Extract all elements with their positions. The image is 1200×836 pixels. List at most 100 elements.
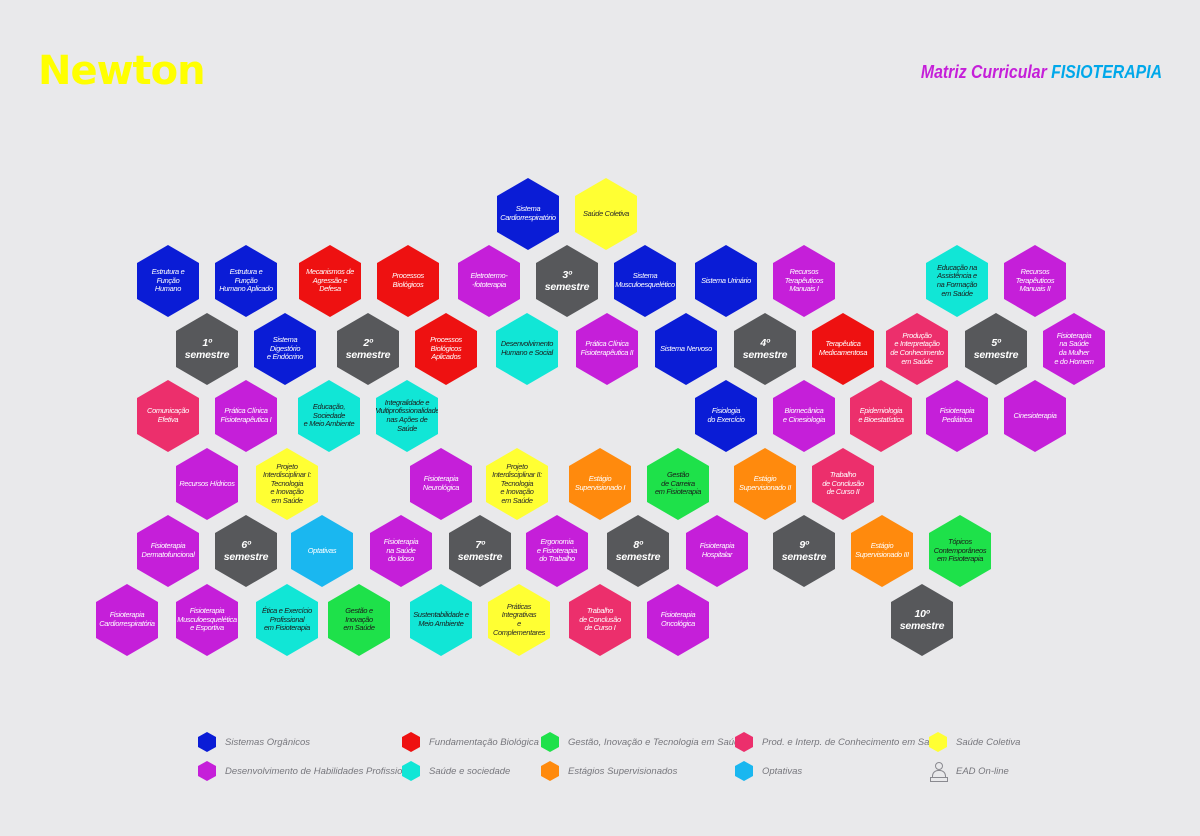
course-hex: Fisioterapia Hospitalar xyxy=(686,515,748,587)
course-label: Recursos Terapêuticos Manuais II xyxy=(1015,267,1055,294)
legend-label: Saúde Coletiva xyxy=(956,736,1021,748)
legend-item: Sistemas Orgânicos xyxy=(198,732,310,752)
legend-item: Optativas xyxy=(735,761,802,781)
title-course: FISIOTERAPIA xyxy=(1051,62,1162,82)
legend-label: Fundamentação Biológica xyxy=(429,736,539,748)
course-hex: Produção e Interpretação de Conhecimento… xyxy=(886,313,948,385)
semester-label: 6º semestre xyxy=(223,539,269,563)
course-hex: Estágio Supervisionado I xyxy=(569,448,631,520)
course-hex: Estágio Supervisionado II xyxy=(734,448,796,520)
course-hex: Fisioterapia Musculoesquelética e Esport… xyxy=(176,584,238,656)
course-label: Saúde Coletiva xyxy=(583,208,629,218)
course-hex: Desenvolvimento Humano e Social xyxy=(496,313,558,385)
course-hex: Fisioterapia Neurológica xyxy=(410,448,472,520)
course-label: Epidemiologia e Bioestatística xyxy=(858,406,904,424)
course-label: Fisioterapia Hospitalar xyxy=(699,541,735,559)
course-hex: Fisiologia do Exercício xyxy=(695,380,757,452)
course-hex: Ética e Exercício Profissional em Fisiot… xyxy=(256,584,318,656)
course-label: Fisioterapia na Saúde da Mulher e do Hom… xyxy=(1054,330,1094,366)
semester-hex: 3º semestre xyxy=(536,245,598,317)
course-hex: Comunicação Efetiva xyxy=(137,380,199,452)
course-label: Fisioterapia Dermatofuncional xyxy=(141,541,195,559)
course-hex: Gestão e Inovação em Saúde xyxy=(328,584,390,656)
course-hex: Projeto Interdisciplinar I: Tecnologia e… xyxy=(256,448,318,520)
legend-label: Prod. e Interp. de Conhecimento em Saúde xyxy=(762,736,946,748)
course-hex: Fisioterapia na Saúde da Mulher e do Hom… xyxy=(1043,313,1105,385)
semester-label: 2º semestre xyxy=(345,337,391,361)
course-label: Comunicação Efetiva xyxy=(147,406,189,424)
legend-swatch xyxy=(198,732,216,752)
legend-label: Gestão, Inovação e Tecnologia em Saúde xyxy=(568,736,745,748)
course-hex: Biomecânica e Cinesiologia xyxy=(773,380,835,452)
course-hex: Sistema Urinário xyxy=(695,245,757,317)
semester-hex: 6º semestre xyxy=(215,515,277,587)
legend-item: Desenvolvimento de Habilidades Profissio… xyxy=(198,761,420,781)
course-label: Sustentabilidade e Meio Ambiente xyxy=(413,610,469,628)
legend-swatch xyxy=(929,732,947,752)
semester-hex: 1º semestre xyxy=(176,313,238,385)
legend-swatch xyxy=(541,761,559,781)
course-label: Educação, Sociedade e Meio Ambiente xyxy=(303,402,355,429)
legend-item: Fundamentação Biológica xyxy=(402,732,539,752)
course-hex: Mecanismos de Agressão e Defesa xyxy=(299,245,361,317)
legend-swatch xyxy=(402,732,420,752)
course-label: Fisiologia do Exercício xyxy=(707,406,745,424)
course-label: Projeto Interdisciplinar I: Tecnologia e… xyxy=(262,461,312,505)
course-label: Eletrotermo- -fototerapia xyxy=(470,271,508,289)
course-label: Gestão e Inovação em Saúde xyxy=(343,606,375,633)
course-hex: Sistema Cardiorrespiratório xyxy=(497,178,559,250)
course-label: Ética e Exercício Profissional em Fisiot… xyxy=(262,606,312,633)
legend-item: Saúde Coletiva xyxy=(929,732,1020,752)
legend-item: Saúde e sociedade xyxy=(402,761,510,781)
course-label: Trabalho de Conclusão de Curso II xyxy=(822,470,864,497)
semester-hex: 7º semestre xyxy=(449,515,511,587)
course-hex: Processos Biológicos xyxy=(377,245,439,317)
course-label: Práticas Integrativas e Complementares xyxy=(492,601,546,637)
course-label: Estrutura e Função Humano xyxy=(151,267,185,294)
course-hex: Sistema Musculoesquelético xyxy=(614,245,676,317)
course-label: Sistema Cardiorrespiratório xyxy=(500,204,556,222)
course-hex: Gestão de Carreira em Fisioterapia xyxy=(647,448,709,520)
course-label: Gestão de Carreira em Fisioterapia xyxy=(654,470,702,497)
course-hex: Fisioterapia Cardiorrespiratória xyxy=(96,584,158,656)
course-label: Estágio Supervisionado I xyxy=(574,474,626,492)
course-hex: Recursos Hídricos xyxy=(176,448,238,520)
semester-label: 7º semestre xyxy=(457,539,503,563)
course-label: Sistema Digestório e Endócrino xyxy=(266,335,304,362)
course-hex: Prática Clínica Fisioterapêutica I xyxy=(215,380,277,452)
course-label: Sistema Musculoesquelético xyxy=(615,271,675,289)
course-hex: Fisioterapia Pediátrica xyxy=(926,380,988,452)
course-hex: Fisioterapia na Saúde do Idoso xyxy=(370,515,432,587)
newton-logo: Newton xyxy=(38,48,206,94)
course-label: Estágio Supervisionado III xyxy=(855,541,909,559)
semester-hex: 5º semestre xyxy=(965,313,1027,385)
semester-hex: 10º semestre xyxy=(891,584,953,656)
title-prefix: Matriz Curricular xyxy=(920,62,1047,82)
course-hex: Educação, Sociedade e Meio Ambiente xyxy=(298,380,360,452)
legend-item: Gestão, Inovação e Tecnologia em Saúde xyxy=(541,732,745,752)
course-label: Recursos Terapêuticos Manuais I xyxy=(784,267,824,294)
legend-label: Desenvolvimento de Habilidades Profissio… xyxy=(225,765,420,777)
course-label: Estrutura e Função Humano Aplicado xyxy=(219,267,273,294)
semester-label: 1º semestre xyxy=(184,337,230,361)
course-hex: Eletrotermo- -fototerapia xyxy=(458,245,520,317)
course-label: Sistema Nervoso xyxy=(660,343,712,353)
semester-label: 8º semestre xyxy=(615,539,661,563)
legend-swatch xyxy=(402,761,420,781)
course-label: Prática Clínica Fisioterapêutica II xyxy=(580,339,634,357)
course-label: Integralidade e Multiprofissionalidade n… xyxy=(374,397,440,433)
course-label: Prática Clínica Fisioterapêutica I xyxy=(220,406,272,424)
course-label: Fisioterapia Cardiorrespiratória xyxy=(99,610,155,628)
legend-label: Estágios Supervisionados xyxy=(568,765,678,777)
semester-label: 10º semestre xyxy=(899,608,945,632)
course-hex: Trabalho de Conclusão de Curso I xyxy=(569,584,631,656)
course-label: Processos Biológicos xyxy=(392,271,424,289)
legend-swatch xyxy=(735,732,753,752)
course-hex: Saúde Coletiva xyxy=(575,178,637,250)
semester-label: 9º semestre xyxy=(781,539,827,563)
course-label: Terapêutica Medicamentosa xyxy=(818,339,868,357)
legend-item: Estágios Supervisionados xyxy=(541,761,677,781)
course-hex: Educação na Assistência e na Formação em… xyxy=(926,245,988,317)
course-hex: Estrutura e Função Humano xyxy=(137,245,199,317)
